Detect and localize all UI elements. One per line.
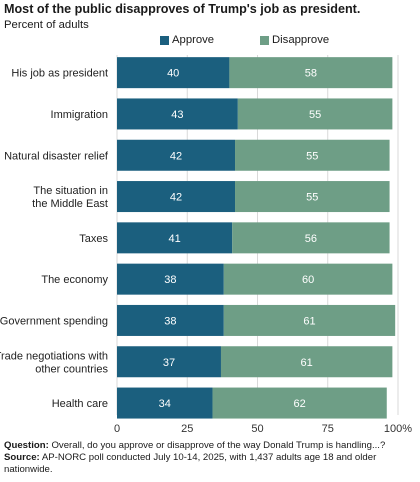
bar-disapprove — [229, 57, 393, 89]
legend-swatch-approve — [160, 35, 169, 45]
source-note: Source: AP-NORC poll conducted July 10-1… — [4, 452, 414, 476]
data-label: 62 — [294, 398, 306, 410]
bar-disapprove — [212, 387, 387, 419]
category-label: Government spending — [0, 315, 108, 327]
data-label: 34 — [159, 398, 171, 410]
question-note: Question: Overall, do you approve or dis… — [4, 440, 414, 452]
category-label: Natural disaster relief — [4, 150, 109, 162]
data-label: 37 — [163, 357, 175, 369]
bar-approve — [117, 139, 236, 171]
data-label: 38 — [164, 274, 176, 286]
x-tick-label: 75 — [322, 423, 334, 435]
source-text: AP-NORC poll conducted July 10-14, 2025,… — [4, 452, 377, 475]
question-label: Question: — [4, 440, 49, 451]
x-tick-label: 0 — [114, 423, 120, 435]
category-label: Taxes — [79, 233, 108, 245]
legend-swatch-disapprove — [260, 35, 269, 45]
bar-approve — [117, 181, 236, 213]
bar-approve — [117, 346, 221, 378]
legend-label-approve: Approve — [172, 34, 215, 46]
data-label: 42 — [170, 192, 182, 204]
stacked-bar-chart: 0 25 50 75 100% 40 58 His job as president 43 55 I… — [0, 55, 412, 435]
bar-approve — [117, 57, 230, 89]
category-label: Health care — [52, 398, 108, 410]
chart-notes: Question: Overall, do you approve or dis… — [4, 440, 414, 476]
chart-title: Most of the public disapproves of Trump'… — [4, 2, 361, 16]
bar-approve — [117, 387, 213, 419]
bar-disapprove — [235, 181, 390, 213]
data-label: 55 — [306, 150, 318, 162]
bar-approve — [117, 263, 224, 295]
bar-disapprove — [223, 263, 393, 295]
category-label: Trade negotiations with other countries — [0, 350, 108, 375]
legend: Approve Disapprove — [0, 34, 420, 48]
bar-approve — [117, 222, 233, 254]
category-label: The situation in the Middle East — [32, 185, 108, 210]
data-label: 40 — [167, 68, 179, 80]
chart-subtitle: Percent of adults — [4, 19, 89, 31]
legend-item-approve: Approve — [160, 34, 214, 46]
bar-disapprove — [220, 346, 393, 378]
bar-disapprove — [223, 304, 396, 336]
bar-disapprove — [237, 98, 393, 130]
data-label: 61 — [301, 357, 313, 369]
data-label: 56 — [305, 233, 317, 245]
bar-approve — [117, 98, 238, 130]
x-tick-label: 100% — [384, 423, 412, 435]
data-label: 43 — [171, 109, 183, 121]
data-label: 42 — [170, 150, 182, 162]
question-text: Overall, do you approve or disapprove of… — [48, 440, 386, 451]
legend-item-disapprove: Disapprove — [260, 34, 329, 46]
data-label: 60 — [302, 274, 314, 286]
legend-label-disapprove: Disapprove — [272, 34, 330, 46]
bar-disapprove — [235, 139, 390, 171]
data-label: 55 — [306, 192, 318, 204]
bar-approve — [117, 304, 224, 336]
category-label: His job as president — [11, 68, 108, 80]
category-label: The economy — [41, 274, 108, 286]
x-tick-label: 50 — [251, 423, 263, 435]
source-label: Source: — [4, 452, 40, 463]
data-label: 41 — [168, 233, 180, 245]
data-label: 55 — [309, 109, 321, 121]
data-label: 38 — [164, 315, 176, 327]
data-label: 58 — [305, 68, 317, 80]
data-label: 61 — [303, 315, 315, 327]
x-tick-label: 25 — [181, 423, 193, 435]
category-label: Immigration — [51, 109, 108, 121]
bar-disapprove — [232, 222, 390, 254]
